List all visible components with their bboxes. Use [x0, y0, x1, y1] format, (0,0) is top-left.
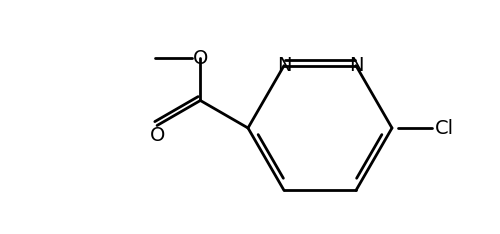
Text: O: O	[150, 126, 165, 145]
Text: N: N	[349, 56, 363, 75]
Text: O: O	[192, 49, 208, 68]
Text: Cl: Cl	[434, 118, 454, 138]
Text: N: N	[277, 56, 291, 75]
